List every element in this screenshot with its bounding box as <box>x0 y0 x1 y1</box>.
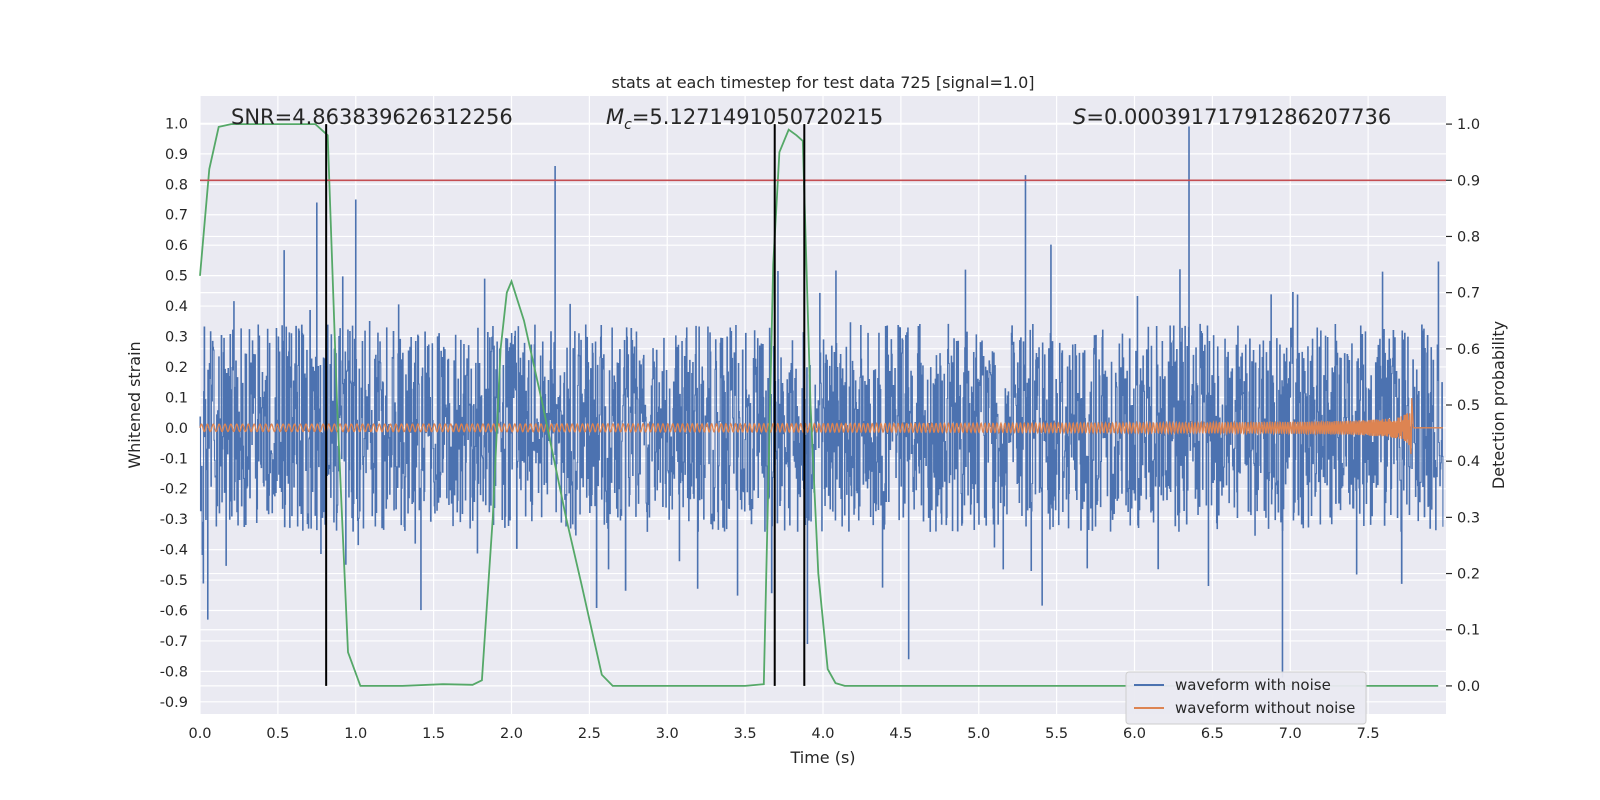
y-tick-label: -0.6 <box>160 603 188 619</box>
y2-tick-label: 0.6 <box>1457 342 1480 358</box>
series-detection-probability <box>199 123 1439 687</box>
x-tick-label: 6.5 <box>1201 726 1224 742</box>
legend: waveform with noise waveform without noi… <box>1125 671 1367 725</box>
y-tick-label: -0.8 <box>160 664 188 680</box>
y-tick-label: 0.5 <box>165 269 188 285</box>
y2-tick-label: 0.1 <box>1457 623 1480 639</box>
y-tick-label: -0.9 <box>160 695 188 711</box>
y-tick-label: 1.0 <box>165 116 188 132</box>
y-tick-label: 0.0 <box>165 421 188 437</box>
x-tick-label: 4.5 <box>889 726 912 742</box>
y-tick-label: 0.2 <box>165 360 188 376</box>
s-annotation: S=0.00039171791286207736 <box>1073 105 1391 129</box>
y2-tick-label: 1.0 <box>1457 117 1480 133</box>
clean-trace <box>199 397 1443 455</box>
chirp-mass-subscript: c <box>624 117 632 133</box>
y2-axis-label: Detection probability <box>1489 321 1508 489</box>
snr-annotation: SNR=4.863839626312256 <box>231 105 513 129</box>
x-tick-label: 5.0 <box>967 726 990 742</box>
chirp-mass-value: =5.1271491050720215 <box>632 105 883 129</box>
y2-tick-label: 0.0 <box>1457 679 1480 695</box>
s-value: =0.00039171791286207736 <box>1086 105 1391 129</box>
y-tick-label: 0.8 <box>165 177 188 193</box>
legend-label-noise: waveform with noise <box>1175 676 1331 694</box>
y-tick-label: 0.4 <box>165 299 188 315</box>
x-tick-label: 4.0 <box>811 726 834 742</box>
y2-tick-label: 0.8 <box>1457 229 1480 245</box>
y-tick-label: -0.3 <box>160 512 188 528</box>
y2-tick-label: 0.5 <box>1457 398 1480 414</box>
y-axis-label: Whitened strain <box>125 341 144 468</box>
y-axis-ticks: 1.0 0.9 0.8 0.7 0.6 0.5 0.4 0.3 0.2 0.1 0.0 -0.1 -0.… <box>160 116 188 710</box>
y2-tick-label: 0.3 <box>1457 510 1480 526</box>
y2-tick-label: 0.9 <box>1457 173 1480 189</box>
x-tick-label: 2.5 <box>578 726 601 742</box>
chart-title: stats at each timestep for test data 725… <box>611 73 1034 92</box>
y-tick-label: 0.1 <box>165 390 188 406</box>
x-tick-label: 2.0 <box>500 726 523 742</box>
probability-trace <box>199 123 1439 687</box>
y-tick-label: -0.7 <box>160 634 188 650</box>
chirp-mass-annotation: Mc=5.1271491050720215 <box>606 105 883 133</box>
y2-tick-label: 0.2 <box>1457 567 1480 583</box>
y-tick-label: 0.6 <box>165 238 188 254</box>
x-tick-label: 7.0 <box>1279 726 1302 742</box>
chirp-mass-symbol: M <box>606 105 624 129</box>
y2-axis-ticks: 1.0 0.9 0.8 0.7 0.6 0.5 0.4 0.3 0.2 0.1 0.0 <box>1446 117 1480 695</box>
y-tick-label: -0.5 <box>160 573 188 589</box>
x-tick-label: 5.5 <box>1045 726 1068 742</box>
y-tick-label: 0.3 <box>165 330 188 346</box>
y-tick-label: 0.7 <box>165 208 188 224</box>
y2-tick-label: 0.7 <box>1457 286 1480 302</box>
x-tick-label: 3.5 <box>734 726 757 742</box>
x-tick-label: 0.0 <box>188 726 211 742</box>
x-tick-label: 7.5 <box>1357 726 1380 742</box>
x-axis-label: Time (s) <box>789 748 855 767</box>
legend-box <box>1125 671 1367 725</box>
y2-tick-label: 0.4 <box>1457 454 1480 470</box>
x-tick-label: 6.0 <box>1123 726 1146 742</box>
y-tick-label: 0.9 <box>165 147 188 163</box>
y-tick-label: -0.2 <box>160 482 188 498</box>
x-tick-label: 1.5 <box>422 726 445 742</box>
x-axis-ticks: 0.0 0.5 1.0 1.5 2.0 2.5 3.0 3.5 4.0 4.5 5.0 5.5 6.0 6… <box>188 726 1379 742</box>
y-tick-label: -0.4 <box>160 543 188 559</box>
x-tick-label: 3.0 <box>656 726 679 742</box>
x-tick-label: 1.0 <box>344 726 367 742</box>
y-tick-label: -0.1 <box>160 451 188 467</box>
legend-label-clean: waveform without noise <box>1175 699 1355 717</box>
x-tick-label: 0.5 <box>266 726 289 742</box>
detection-markers <box>325 124 806 686</box>
series-waveform-without-noise <box>199 397 1443 455</box>
s-symbol: S <box>1073 105 1086 129</box>
